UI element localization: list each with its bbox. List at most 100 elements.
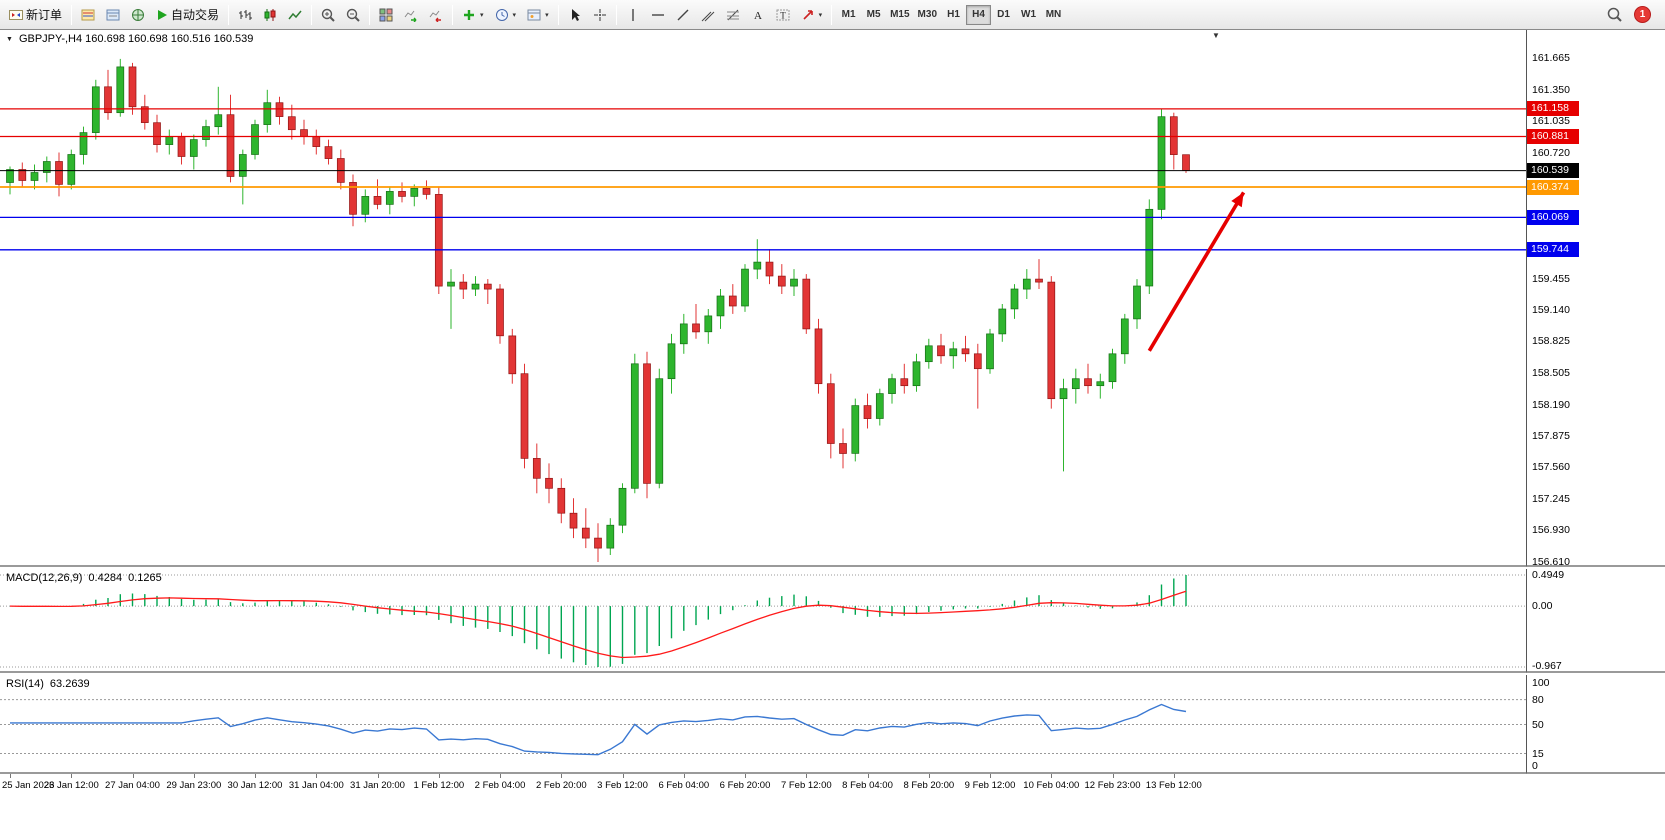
text-label-button[interactable]: T bbox=[771, 3, 795, 27]
macd-value-signal: 0.1265 bbox=[128, 572, 162, 584]
timeframe-H1[interactable]: H1 bbox=[941, 5, 966, 25]
text-label-icon: T bbox=[776, 9, 790, 20]
timeframe-group: M1 M5 M15 M30 H1 H4 D1 W1 MN bbox=[836, 4, 1066, 25]
macd-axis: 0.4949 0.00 -0.967 bbox=[1526, 569, 1665, 673]
time-label: 9 Feb 12:00 bbox=[964, 780, 1016, 791]
cursor-button[interactable] bbox=[563, 3, 587, 27]
price-axis: 161.665 161.350 161.035 160.720 159.455 159.1… bbox=[1526, 30, 1665, 568]
timeframe-M30[interactable]: M30 bbox=[914, 5, 941, 25]
indicators-button[interactable]: ▾ bbox=[457, 3, 489, 27]
rsi-canvas[interactable] bbox=[0, 675, 1526, 774]
price-axis-label: 159.140 bbox=[1532, 304, 1570, 316]
templates-button[interactable]: ▾ bbox=[522, 3, 554, 27]
toolbar-separator bbox=[311, 4, 313, 25]
channel-icon bbox=[701, 11, 714, 21]
line-chart-icon bbox=[288, 10, 302, 19]
chart-shift-icon bbox=[429, 10, 442, 22]
navigator-button[interactable] bbox=[126, 3, 150, 27]
time-tick bbox=[928, 774, 930, 778]
rsi-axis-label: 100 bbox=[1532, 677, 1550, 689]
time-tick bbox=[193, 774, 195, 778]
macd-canvas[interactable] bbox=[0, 569, 1526, 673]
candlestick-button[interactable] bbox=[258, 3, 282, 27]
channel-button[interactable] bbox=[696, 3, 720, 27]
auto-scroll-button[interactable] bbox=[399, 3, 423, 27]
templates-icon bbox=[527, 9, 541, 20]
chart-title-row: ▼ GBPJPY-,H4 160.698 160.698 160.516 160… bbox=[6, 33, 253, 45]
tile-windows-button[interactable] bbox=[374, 3, 398, 27]
price-axis-label: 157.560 bbox=[1532, 461, 1570, 474]
time-tick bbox=[867, 774, 869, 778]
chart-shift-button[interactable] bbox=[424, 3, 448, 27]
market-watch-button[interactable] bbox=[76, 3, 100, 27]
chart-title: GBPJPY-,H4 160.698 160.698 160.516 160.5… bbox=[18, 33, 254, 45]
svg-text:A: A bbox=[754, 10, 762, 22]
auto-scroll-icon bbox=[404, 10, 417, 22]
bar-chart-button[interactable] bbox=[233, 3, 257, 27]
timeframe-D1[interactable]: D1 bbox=[991, 5, 1016, 25]
price-tag: 160.069 bbox=[1527, 209, 1579, 225]
timeframe-M5[interactable]: M5 bbox=[861, 5, 886, 25]
trendline-icon bbox=[677, 9, 689, 20]
timeframe-M15[interactable]: M15 bbox=[886, 5, 913, 25]
main-chart-panel[interactable]: ▼ GBPJPY-,H4 160.698 160.698 160.516 160… bbox=[0, 30, 1526, 567]
timeframe-M1[interactable]: M1 bbox=[836, 5, 861, 25]
time-tick bbox=[1051, 774, 1053, 778]
fibonacci-button[interactable] bbox=[721, 3, 745, 27]
zoom-in-button[interactable] bbox=[316, 3, 340, 27]
toolbar-separator bbox=[831, 4, 833, 25]
time-label: 26 Jan 12:00 bbox=[43, 780, 99, 791]
time-label: 8 Feb 04:00 bbox=[842, 780, 893, 791]
timeframe-H4[interactable]: H4 bbox=[966, 4, 991, 25]
price-axis-label: 158.190 bbox=[1532, 398, 1570, 411]
time-tick bbox=[10, 774, 11, 778]
main-chart-canvas[interactable] bbox=[0, 30, 1526, 567]
price-axis-label: 157.875 bbox=[1532, 430, 1570, 442]
macd-value-main: 0.4284 bbox=[88, 572, 123, 584]
time-tick bbox=[561, 774, 563, 778]
search-button[interactable] bbox=[1602, 3, 1627, 27]
arrows-button[interactable]: ▾ bbox=[796, 3, 828, 27]
dropdown-caret: ▾ bbox=[545, 11, 549, 19]
price-tag: 159.744 bbox=[1527, 242, 1579, 258]
time-tick bbox=[377, 774, 379, 778]
arrows-icon bbox=[803, 9, 813, 20]
dropdown-caret: ▾ bbox=[512, 11, 517, 19]
price-axis-label: 159.455 bbox=[1532, 272, 1570, 285]
toolbar-separator bbox=[228, 4, 230, 25]
one-click-trading-toggle[interactable]: ▼ bbox=[6, 35, 13, 43]
macd-panel[interactable]: MACD(12,26,9) 0.4284 0.1265 bbox=[0, 569, 1526, 673]
chart-area: ▼ GBPJPY-,H4 160.698 160.698 160.516 160… bbox=[0, 30, 1665, 840]
rsi-axis-label: 80 bbox=[1532, 693, 1544, 706]
crosshair-button[interactable] bbox=[588, 3, 612, 27]
time-tick bbox=[132, 774, 134, 778]
data-window-button[interactable] bbox=[101, 3, 125, 27]
notification-badge[interactable]: 1 bbox=[1634, 6, 1651, 23]
horizontal-line-button[interactable] bbox=[646, 3, 670, 27]
data-window-icon bbox=[106, 9, 120, 20]
timeframe-MN[interactable]: MN bbox=[1041, 5, 1066, 25]
auto-trading-button[interactable]: 自动交易 bbox=[151, 3, 224, 27]
rsi-axis-label: 15 bbox=[1532, 747, 1544, 760]
rsi-value: 63.2639 bbox=[49, 678, 90, 690]
time-label: 2 Feb 20:00 bbox=[535, 780, 587, 791]
rsi-name: RSI(14) bbox=[6, 678, 44, 690]
new-order-button[interactable]: 新订单 bbox=[4, 3, 67, 27]
time-tick bbox=[683, 774, 685, 778]
time-label: 13 Feb 12:00 bbox=[1145, 780, 1202, 791]
rsi-label-row: RSI(14) 63.2639 bbox=[6, 678, 90, 690]
price-tag: 161.158 bbox=[1527, 101, 1579, 117]
rsi-panel[interactable]: RSI(14) 63.2639 bbox=[0, 675, 1526, 774]
periods-button[interactable]: ▾ bbox=[490, 3, 522, 27]
timeframe-W1[interactable]: W1 bbox=[1016, 5, 1041, 25]
toolbar-separator bbox=[615, 4, 617, 25]
trendline-button[interactable] bbox=[671, 3, 695, 27]
time-tick bbox=[745, 774, 746, 778]
time-tick bbox=[316, 774, 318, 778]
periods-icon bbox=[495, 8, 508, 21]
vertical-line-button[interactable] bbox=[621, 3, 645, 27]
line-chart-button[interactable] bbox=[283, 3, 307, 27]
zoom-out-button[interactable] bbox=[341, 3, 365, 27]
chart-shift-marker[interactable]: ▼ bbox=[1212, 31, 1220, 40]
text-button[interactable]: A bbox=[746, 3, 770, 27]
